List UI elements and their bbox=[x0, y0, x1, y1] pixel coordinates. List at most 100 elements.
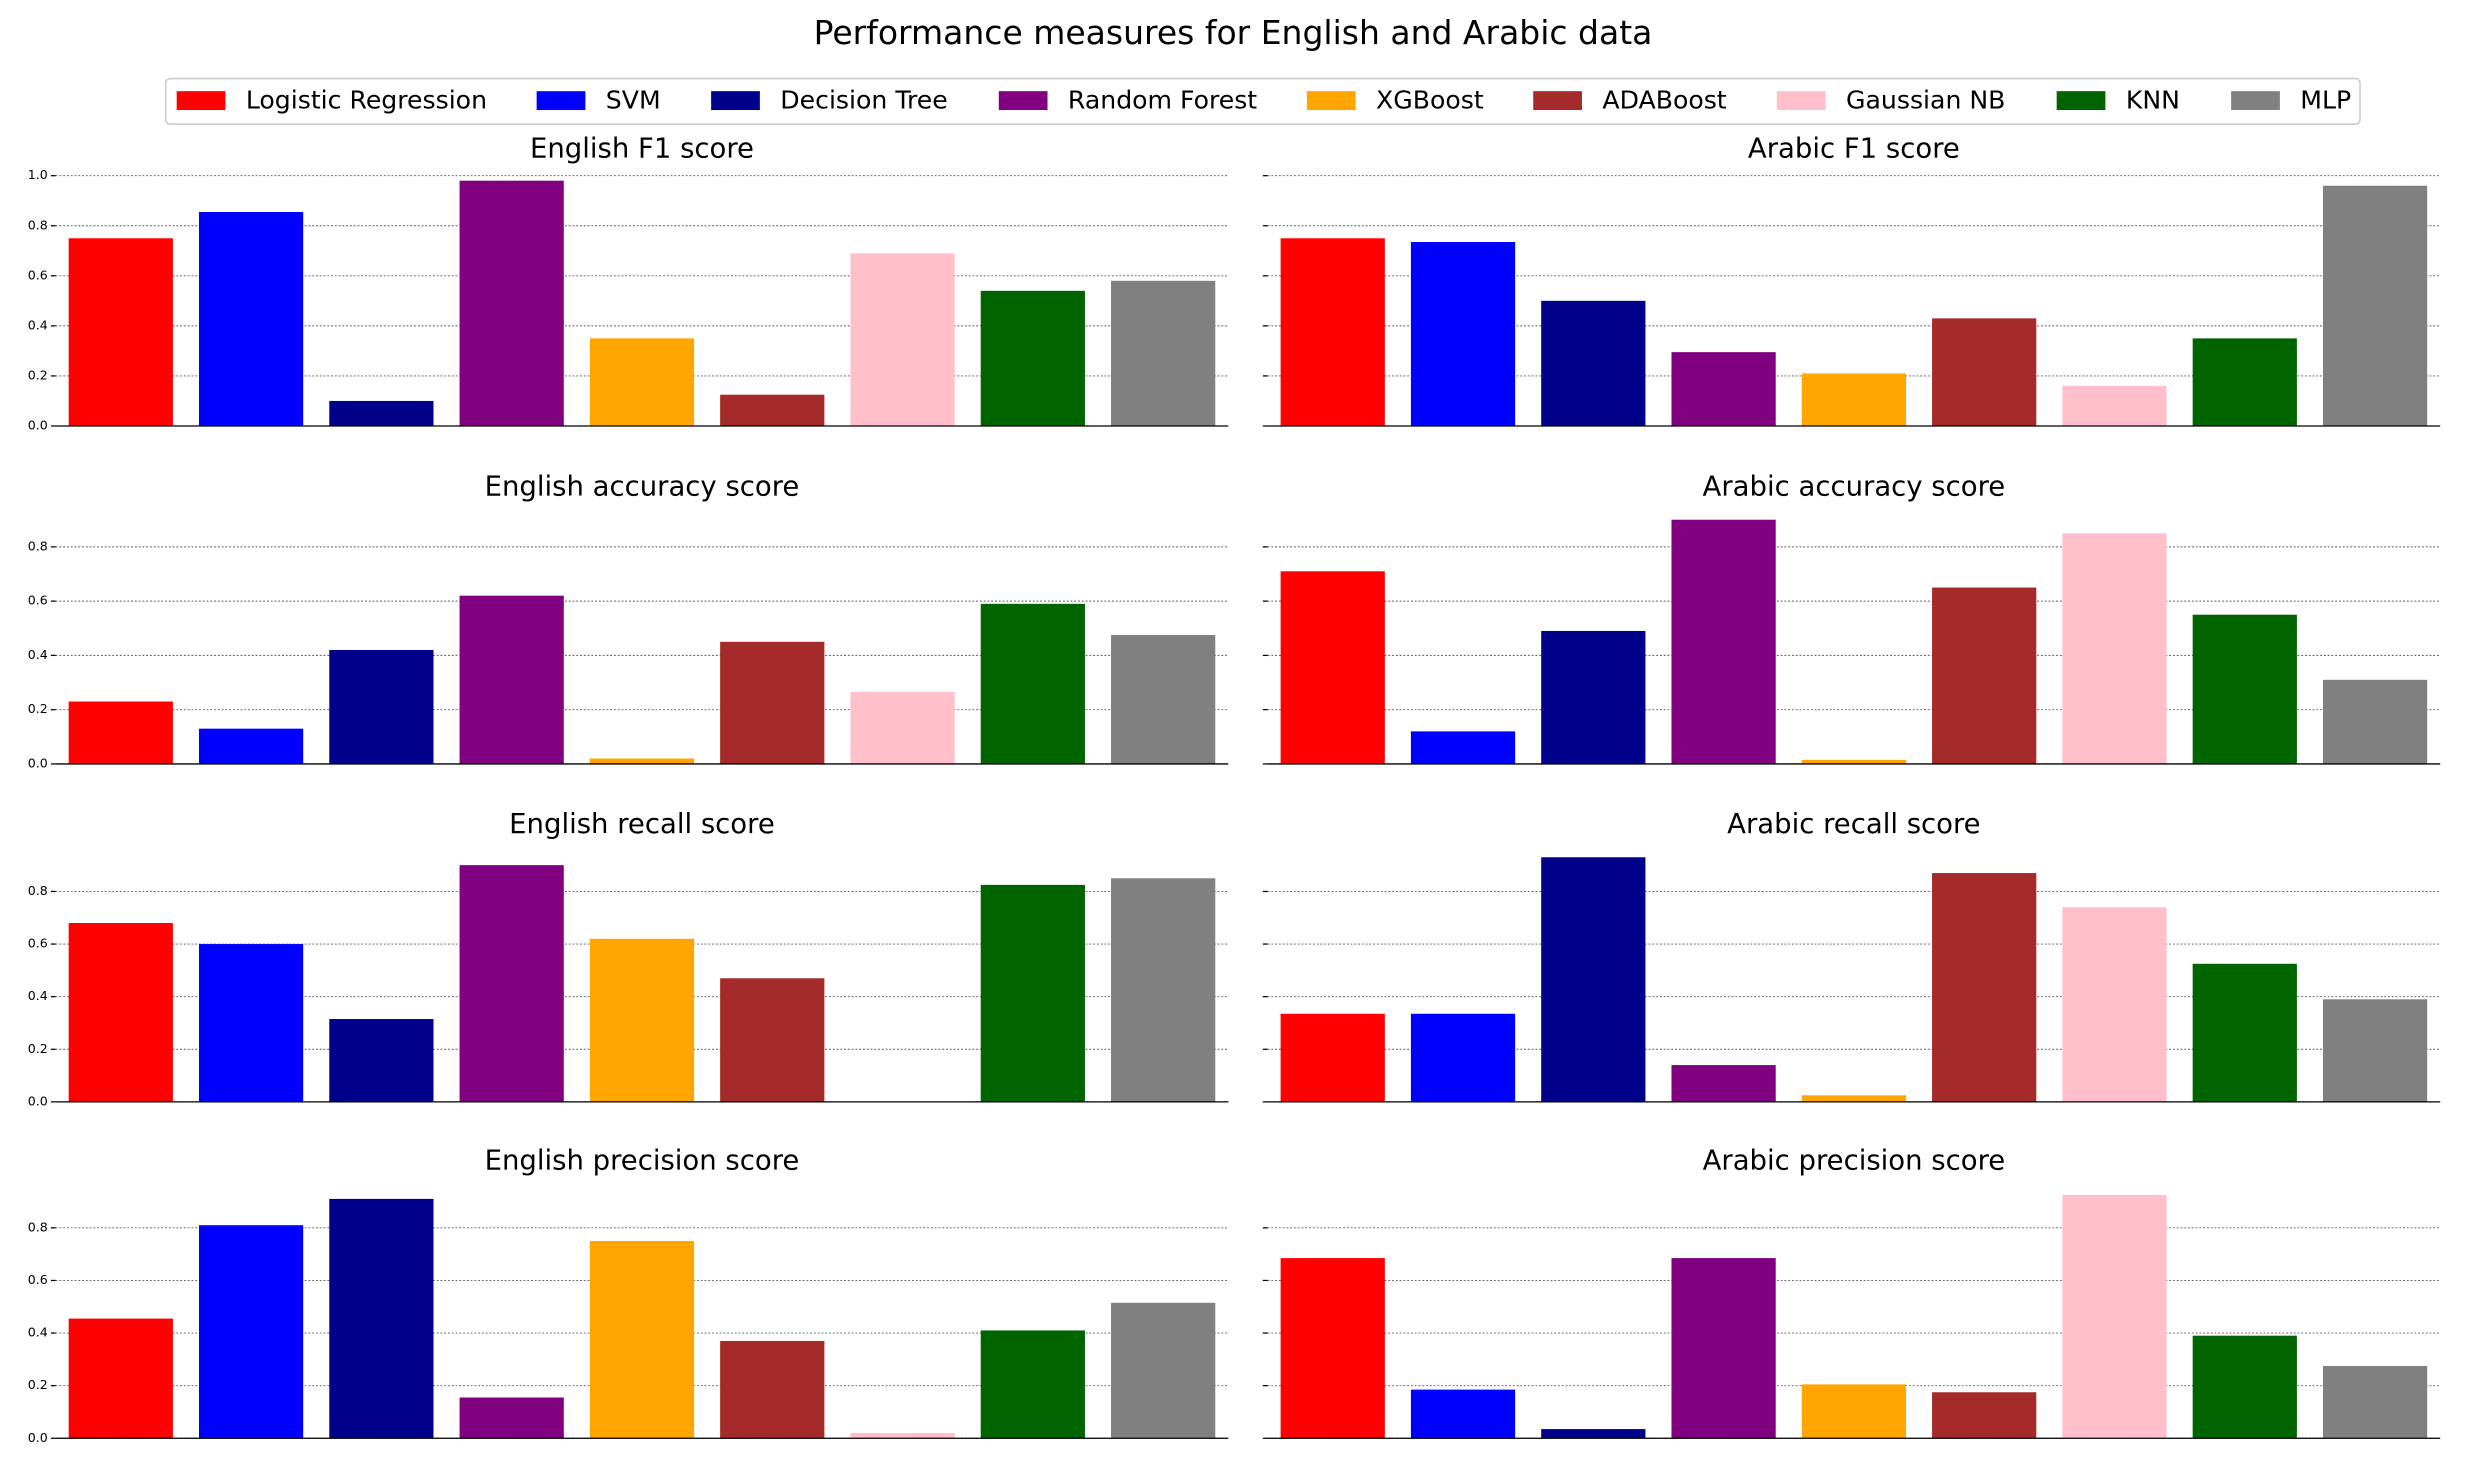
bar bbox=[589, 758, 695, 764]
bar bbox=[1410, 1389, 1516, 1439]
bar bbox=[2062, 1194, 2167, 1439]
bar bbox=[1541, 300, 1646, 426]
legend-box bbox=[164, 77, 2361, 125]
bar bbox=[68, 701, 173, 764]
y-tick-label: 0.4 bbox=[28, 1325, 48, 1340]
bar bbox=[1111, 635, 1216, 764]
chart-title: Performance measures for English and Ara… bbox=[814, 13, 1653, 52]
bar bbox=[2192, 1335, 2297, 1439]
bar bbox=[1280, 1258, 1385, 1439]
y-tick-label: 0.6 bbox=[28, 936, 48, 951]
bar bbox=[1410, 242, 1516, 426]
bar bbox=[720, 978, 825, 1102]
y-tick-label: 0.6 bbox=[28, 1272, 48, 1287]
y-tick-label: 0.2 bbox=[28, 1377, 48, 1392]
bar bbox=[850, 692, 955, 764]
bar bbox=[2062, 533, 2167, 764]
y-tick-label: 0.2 bbox=[28, 1041, 48, 1056]
bar bbox=[198, 1225, 304, 1439]
legend-swatch bbox=[1533, 91, 1582, 111]
y-tick-label: 0.8 bbox=[28, 538, 48, 553]
bar bbox=[1111, 878, 1216, 1102]
bar bbox=[1541, 630, 1646, 764]
legend-swatch bbox=[536, 91, 586, 111]
legend-label: ADABoost bbox=[1602, 85, 1726, 114]
legend-label: KNN bbox=[2126, 85, 2180, 114]
y-tick-label: 0.8 bbox=[28, 1219, 48, 1234]
bar bbox=[589, 938, 695, 1102]
legend-swatch bbox=[2231, 91, 2280, 111]
y-tick-label: 0.0 bbox=[28, 417, 48, 432]
bar bbox=[2062, 907, 2167, 1102]
y-tick-label: 1.0 bbox=[28, 167, 48, 182]
legend-swatch bbox=[998, 91, 1048, 111]
bar bbox=[1541, 1429, 1646, 1439]
bar bbox=[1801, 373, 1907, 426]
y-tick-label: 0.0 bbox=[28, 1430, 48, 1445]
bar bbox=[1111, 1302, 1216, 1439]
bar bbox=[2062, 385, 2167, 426]
y-tick-label: 0.8 bbox=[28, 883, 48, 898]
bar bbox=[2322, 679, 2428, 764]
bar bbox=[1801, 1095, 1907, 1102]
subplot-title: English precision score bbox=[485, 1145, 800, 1177]
subplot-title: English F1 score bbox=[530, 132, 754, 164]
bar bbox=[589, 338, 695, 426]
bar bbox=[198, 944, 304, 1102]
bar bbox=[68, 1318, 173, 1439]
bar bbox=[2322, 999, 2428, 1102]
bar bbox=[329, 400, 434, 426]
legend-swatch bbox=[711, 91, 760, 111]
bar bbox=[1671, 1065, 1776, 1102]
y-tick-label: 0.0 bbox=[28, 1093, 48, 1108]
bar bbox=[1932, 1392, 2037, 1439]
bar bbox=[329, 1019, 434, 1102]
y-tick-label: 0.4 bbox=[28, 647, 48, 662]
legend-label: Logistic Regression bbox=[246, 85, 487, 114]
legend-swatch bbox=[1776, 91, 1826, 111]
bar bbox=[1671, 1258, 1776, 1439]
bar bbox=[589, 1240, 695, 1439]
bar bbox=[1801, 759, 1907, 764]
bar bbox=[1932, 873, 2037, 1102]
bar bbox=[980, 290, 1085, 426]
legend-label: Gaussian NB bbox=[1846, 85, 2005, 114]
bar bbox=[1111, 280, 1216, 426]
bar bbox=[1280, 571, 1385, 764]
bar bbox=[1280, 1013, 1385, 1102]
bar bbox=[68, 238, 173, 426]
bar bbox=[459, 1397, 564, 1439]
legend-label: Decision Tree bbox=[780, 85, 947, 114]
bar bbox=[1671, 352, 1776, 426]
legend-swatch bbox=[176, 91, 226, 111]
legend-swatch bbox=[2056, 91, 2106, 111]
legend-label: Random Forest bbox=[1068, 85, 1257, 114]
bar bbox=[850, 253, 955, 426]
bar bbox=[2192, 963, 2297, 1102]
bar bbox=[198, 728, 304, 764]
bar bbox=[329, 649, 434, 764]
subplot-title: English accuracy score bbox=[485, 470, 800, 502]
bar bbox=[1671, 519, 1776, 764]
bar bbox=[720, 1340, 825, 1439]
bar bbox=[1410, 1013, 1516, 1102]
subplot-title: Arabic F1 score bbox=[1748, 132, 1960, 164]
bar bbox=[2322, 185, 2428, 426]
bar bbox=[1410, 731, 1516, 764]
y-tick-label: 0.6 bbox=[28, 267, 48, 282]
bar bbox=[2192, 614, 2297, 764]
legend-label: SVM bbox=[606, 85, 661, 114]
bar bbox=[459, 180, 564, 426]
subplot-title: Arabic recall score bbox=[1727, 808, 1980, 840]
bar bbox=[1541, 857, 1646, 1102]
subplot-title: Arabic precision score bbox=[1703, 1145, 2006, 1177]
bar bbox=[850, 1433, 955, 1439]
y-tick-label: 0.8 bbox=[28, 217, 48, 232]
bar bbox=[980, 1330, 1085, 1439]
bar bbox=[2322, 1365, 2428, 1439]
legend-label: MLP bbox=[2300, 85, 2351, 114]
y-tick-label: 0.0 bbox=[28, 755, 48, 770]
y-tick-label: 0.2 bbox=[28, 367, 48, 382]
bar bbox=[720, 394, 825, 426]
